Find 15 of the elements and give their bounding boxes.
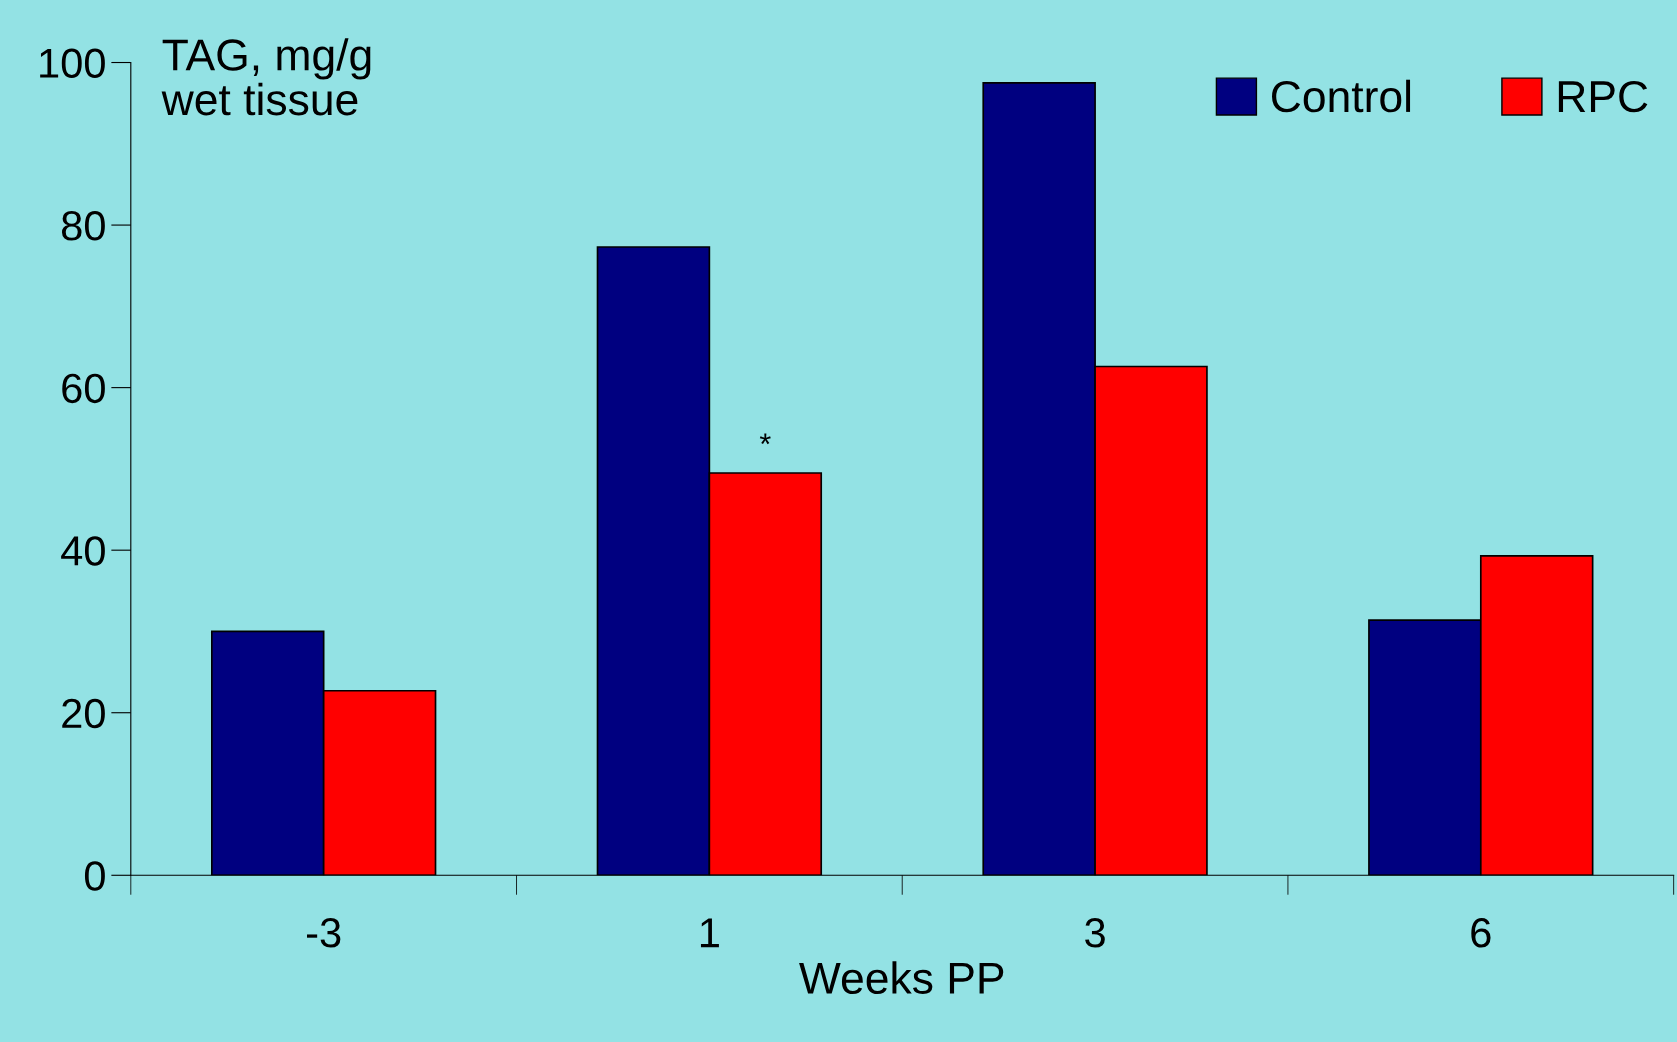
y-tick-label: 100 bbox=[40, 48, 105, 79]
x-tick-label: 1 bbox=[700, 918, 719, 948]
y-tick-label: 60 bbox=[62, 373, 105, 404]
y-tick-label: 20 bbox=[62, 698, 105, 729]
y-tick-label: 40 bbox=[61, 536, 105, 566]
x-tick-label: 3 bbox=[1085, 918, 1105, 948]
annotation: * bbox=[759, 433, 771, 445]
legend-label: Control bbox=[1272, 79, 1411, 113]
x-tick-label: -3 bbox=[306, 918, 341, 948]
y-axis-title: TAG, mg/g wet tissue bbox=[161, 38, 371, 116]
y-tick-label: 80 bbox=[61, 211, 105, 241]
x-axis-title: Weeks PP bbox=[799, 961, 1004, 994]
legend-label: RPC bbox=[1558, 80, 1648, 113]
x-tick-label: 6 bbox=[1471, 918, 1491, 948]
y-tick-label: 0 bbox=[84, 861, 105, 891]
